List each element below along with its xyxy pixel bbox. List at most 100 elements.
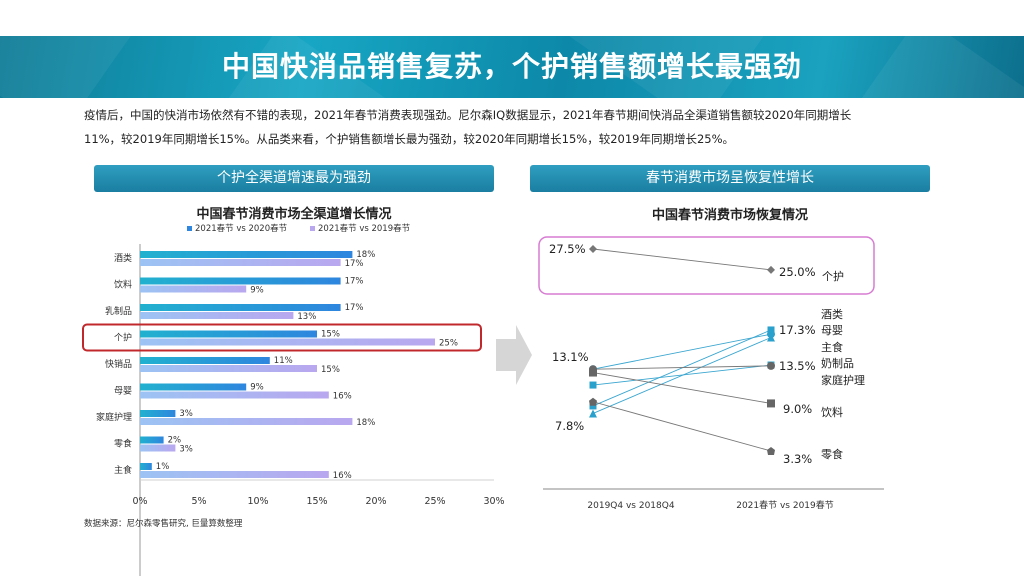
bar-series2 bbox=[140, 259, 341, 266]
bar-value-label-series2: 17% bbox=[345, 259, 364, 269]
bar-value-label-series1: 2% bbox=[168, 436, 182, 446]
x-tick-label: 2021春节 vs 2019春节 bbox=[736, 499, 834, 511]
bar-series1 bbox=[140, 304, 341, 311]
bar-chart-title: 中国春节消费市场全渠道增长情况 bbox=[196, 207, 392, 222]
bar-series1 bbox=[140, 330, 317, 338]
bar-series1 bbox=[140, 463, 152, 470]
series-line bbox=[592, 364, 772, 386]
highlight-box-geren bbox=[82, 323, 482, 352]
highlight-box-geren bbox=[538, 236, 875, 295]
source-note: 数据来源：尼尔森零售研究, 巨量算数整理 bbox=[84, 519, 243, 529]
point-marker bbox=[589, 402, 597, 410]
intro-paragraph: 疫情后，中国的快消市场依然有不错的表现，2021年春节消费表现强劲。尼尔森IQ数… bbox=[84, 103, 954, 151]
bar-series1 bbox=[140, 277, 341, 285]
bar-value-label-series1: 3% bbox=[179, 409, 193, 419]
category-label: 饮料 bbox=[821, 405, 843, 419]
bar-series2 bbox=[140, 312, 294, 319]
x-tick-label: 15% bbox=[306, 496, 327, 507]
category-label: 母婴 bbox=[821, 324, 843, 337]
bar-value-label-series1: 17% bbox=[345, 277, 364, 287]
bar-series1 bbox=[140, 436, 164, 444]
bar-series2 bbox=[140, 365, 317, 372]
legend-swatch-series1 bbox=[187, 226, 192, 231]
page-title: 中国快消品销售复苏，个护销售额增长最强劲 bbox=[221, 50, 802, 83]
series-line bbox=[592, 333, 772, 370]
right-panel-title: 春节消费市场呈恢复性增长 bbox=[530, 165, 930, 192]
bar-value-label-series2: 18% bbox=[356, 418, 375, 428]
category-label: 饮料 bbox=[114, 279, 132, 291]
bar-value-label-series2: 13% bbox=[297, 312, 316, 322]
point-marker bbox=[589, 245, 597, 253]
bar-series1 bbox=[140, 383, 247, 391]
point-marker bbox=[767, 399, 775, 408]
series-line bbox=[592, 365, 772, 370]
bar-value-label-series1: 17% bbox=[345, 303, 364, 313]
point-marker bbox=[767, 361, 775, 370]
right-value-label: 3.3% bbox=[783, 452, 812, 466]
category-label: 快销品 bbox=[105, 358, 132, 370]
bar-value-label-series2: 16% bbox=[333, 471, 352, 481]
point-marker bbox=[767, 326, 775, 334]
slope-chart-title: 中国春节消费市场恢复情况 bbox=[651, 208, 808, 223]
bar-series2 bbox=[140, 285, 247, 293]
bar-value-label-series1: 18% bbox=[356, 250, 375, 260]
x-tick-label: 10% bbox=[247, 496, 268, 507]
category-label: 奶制品 bbox=[821, 356, 854, 370]
point-marker bbox=[767, 333, 775, 342]
right-value-label: 25.0% bbox=[779, 265, 816, 279]
bar-series2 bbox=[140, 444, 176, 452]
category-label: 乳制品 bbox=[105, 305, 132, 317]
category-label: 主食 bbox=[114, 464, 132, 476]
point-marker bbox=[589, 397, 597, 406]
left-value-label: 7.8% bbox=[555, 419, 584, 433]
category-label: 母婴 bbox=[114, 386, 132, 397]
legend-label-series2: 2021春节 vs 2019春节 bbox=[318, 223, 411, 234]
left-value-label: 27.5% bbox=[549, 242, 586, 256]
bar-series1 bbox=[140, 251, 353, 258]
bar-value-label-series1: 11% bbox=[274, 356, 293, 366]
category-label: 家庭护理 bbox=[821, 373, 865, 387]
point-marker bbox=[589, 368, 597, 377]
x-tick-label: 20% bbox=[365, 496, 386, 507]
bar-value-label-series2: 16% bbox=[333, 392, 352, 402]
x-tick-label: 30% bbox=[483, 496, 504, 507]
bar-value-label-series2: 25% bbox=[439, 339, 458, 349]
point-marker bbox=[589, 381, 597, 389]
bar-value-label-series1: 1% bbox=[156, 462, 170, 472]
x-tick-label: 25% bbox=[424, 496, 445, 507]
bar-value-label-series2: 9% bbox=[250, 286, 264, 296]
category-label: 家庭护理 bbox=[96, 411, 132, 423]
left-value-label: 13.1% bbox=[552, 350, 589, 364]
x-tick-label: 5% bbox=[191, 496, 206, 507]
series-line bbox=[592, 248, 772, 271]
category-label: 零食 bbox=[821, 447, 843, 461]
title-banner: 中国快消品销售复苏，个护销售额增长最强劲 bbox=[0, 36, 1024, 98]
point-marker bbox=[767, 447, 775, 455]
category-label: 主食 bbox=[821, 340, 843, 354]
arrow-icon bbox=[496, 325, 532, 385]
right-value-label: 17.3% bbox=[779, 323, 816, 337]
category-label: 酒类 bbox=[114, 252, 132, 264]
point-marker bbox=[589, 409, 597, 418]
bar-series2 bbox=[140, 391, 329, 399]
category-label: 酒类 bbox=[821, 307, 843, 321]
bar-value-label-series2: 3% bbox=[179, 445, 193, 455]
series-line bbox=[592, 372, 772, 404]
bar-value-label-series2: 15% bbox=[321, 365, 340, 375]
bar-series2 bbox=[140, 471, 329, 478]
left-panel-title: 个护全渠道增速最为强劲 bbox=[94, 165, 494, 192]
intro-line-2: 11%，较2019年同期增长15%。从品类来看，个护销售额增长最为强劲，较202… bbox=[84, 132, 735, 146]
right-value-label: 13.5% bbox=[779, 359, 816, 373]
series-line bbox=[592, 401, 772, 452]
point-marker bbox=[767, 265, 775, 274]
intro-line-1: 疫情后，中国的快消市场依然有不错的表现，2021年春节消费表现强劲。尼尔森IQ数… bbox=[84, 108, 852, 122]
bar-series2 bbox=[140, 418, 353, 425]
bar-value-label-series1: 9% bbox=[250, 383, 264, 393]
bar-series1 bbox=[140, 357, 270, 364]
bar-series2 bbox=[140, 338, 435, 346]
category-label: 零食 bbox=[114, 438, 132, 450]
category-label: 个护 bbox=[822, 269, 844, 283]
x-tick-label: 0% bbox=[132, 496, 147, 507]
